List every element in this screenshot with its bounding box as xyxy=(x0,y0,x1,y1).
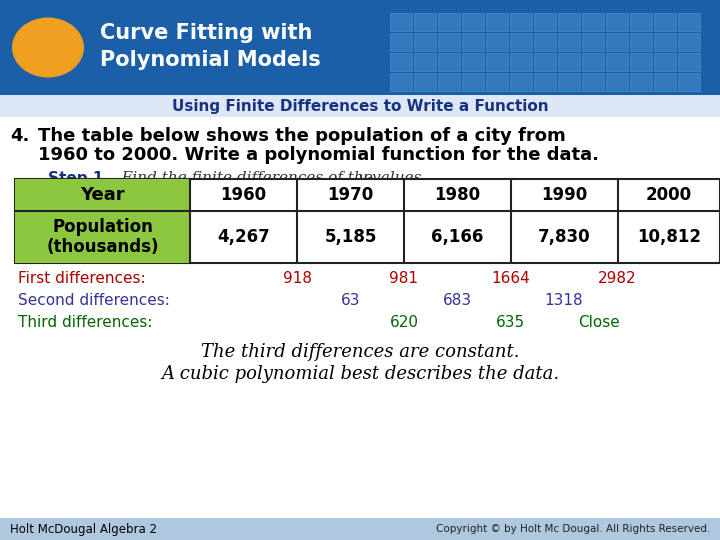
Bar xyxy=(462,53,484,71)
Text: Third differences:: Third differences: xyxy=(18,315,153,330)
Bar xyxy=(606,53,628,71)
Bar xyxy=(462,33,484,51)
Bar xyxy=(582,73,604,91)
Text: The third differences are constant.: The third differences are constant. xyxy=(201,343,519,361)
Bar xyxy=(558,13,580,31)
Text: First differences:: First differences: xyxy=(18,271,145,286)
Bar xyxy=(414,33,436,51)
Bar xyxy=(654,73,676,91)
Bar xyxy=(0,518,720,540)
Bar xyxy=(534,53,556,71)
Bar xyxy=(390,73,412,91)
Bar xyxy=(654,33,676,51)
Text: 981: 981 xyxy=(390,271,418,286)
Bar xyxy=(414,53,436,71)
Bar xyxy=(486,13,508,31)
Text: 683: 683 xyxy=(443,293,472,308)
Bar xyxy=(414,73,436,91)
Ellipse shape xyxy=(12,17,84,78)
Bar xyxy=(558,73,580,91)
Bar xyxy=(510,73,532,91)
Bar xyxy=(582,53,604,71)
Text: 2000: 2000 xyxy=(646,186,692,204)
Bar xyxy=(558,33,580,51)
Bar xyxy=(534,13,556,31)
Text: 1960 to 2000. Write a polynomial function for the data.: 1960 to 2000. Write a polynomial functio… xyxy=(38,146,599,164)
Text: 6,166: 6,166 xyxy=(431,228,484,246)
Bar xyxy=(438,73,460,91)
Bar xyxy=(558,53,580,71)
Bar xyxy=(414,13,436,31)
Text: Holt McDougal Algebra 2: Holt McDougal Algebra 2 xyxy=(10,523,157,536)
Text: Close: Close xyxy=(578,315,620,330)
Bar xyxy=(534,33,556,51)
Text: Find the finite differences of the: Find the finite differences of the xyxy=(112,171,381,185)
Bar xyxy=(606,73,628,91)
Bar xyxy=(390,53,412,71)
Text: 10,812: 10,812 xyxy=(637,228,701,246)
Text: The table below shows the population of a city from: The table below shows the population of … xyxy=(38,127,566,145)
Text: 4,267: 4,267 xyxy=(217,228,270,246)
Bar xyxy=(15,179,720,263)
Bar xyxy=(606,33,628,51)
Text: 4.: 4. xyxy=(10,127,30,145)
Bar xyxy=(0,95,720,117)
Text: Second differences:: Second differences: xyxy=(18,293,170,308)
Bar xyxy=(582,13,604,31)
Bar xyxy=(462,13,484,31)
Bar xyxy=(630,73,652,91)
Bar xyxy=(654,53,676,71)
Bar xyxy=(534,73,556,91)
Bar xyxy=(390,33,412,51)
Text: 1664: 1664 xyxy=(492,271,531,286)
Bar xyxy=(630,53,652,71)
Bar xyxy=(654,13,676,31)
Bar xyxy=(678,73,700,91)
Bar xyxy=(678,53,700,71)
Text: Step 1: Step 1 xyxy=(48,171,104,186)
Bar xyxy=(462,73,484,91)
Bar xyxy=(510,53,532,71)
Text: 7,830: 7,830 xyxy=(538,228,591,246)
Bar xyxy=(630,33,652,51)
Text: Polynomial Models: Polynomial Models xyxy=(100,50,320,70)
Bar xyxy=(486,73,508,91)
Text: 1318: 1318 xyxy=(544,293,583,308)
Bar xyxy=(486,33,508,51)
Text: 1970: 1970 xyxy=(328,186,374,204)
Bar xyxy=(438,53,460,71)
Text: y: y xyxy=(358,171,366,185)
Text: 1990: 1990 xyxy=(541,186,588,204)
Text: 918: 918 xyxy=(282,271,312,286)
Bar xyxy=(678,33,700,51)
Bar xyxy=(438,33,460,51)
Bar xyxy=(15,179,190,211)
Text: 620: 620 xyxy=(390,315,418,330)
Bar xyxy=(630,13,652,31)
Text: Population
(thousands): Population (thousands) xyxy=(46,218,158,256)
Text: Using Finite Differences to Write a Function: Using Finite Differences to Write a Func… xyxy=(171,98,549,113)
Bar xyxy=(510,33,532,51)
Bar xyxy=(606,13,628,31)
Text: Curve Fitting with: Curve Fitting with xyxy=(100,23,312,43)
Text: A cubic polynomial best describes the data.: A cubic polynomial best describes the da… xyxy=(161,365,559,383)
Text: 63: 63 xyxy=(341,293,360,308)
Text: 1980: 1980 xyxy=(434,186,480,204)
Text: 2982: 2982 xyxy=(598,271,636,286)
Bar xyxy=(582,33,604,51)
Text: 1960: 1960 xyxy=(220,186,266,204)
Bar xyxy=(390,13,412,31)
Bar xyxy=(486,53,508,71)
Text: -values.: -values. xyxy=(367,171,426,185)
Text: Copyright © by Holt Mc Dougal. All Rights Reserved.: Copyright © by Holt Mc Dougal. All Right… xyxy=(436,524,710,534)
Bar xyxy=(0,0,720,95)
Bar xyxy=(15,211,190,263)
Text: Year: Year xyxy=(80,186,125,204)
Bar xyxy=(510,13,532,31)
Text: 5,185: 5,185 xyxy=(324,228,377,246)
Text: 635: 635 xyxy=(496,315,526,330)
Bar xyxy=(678,13,700,31)
Bar xyxy=(438,13,460,31)
